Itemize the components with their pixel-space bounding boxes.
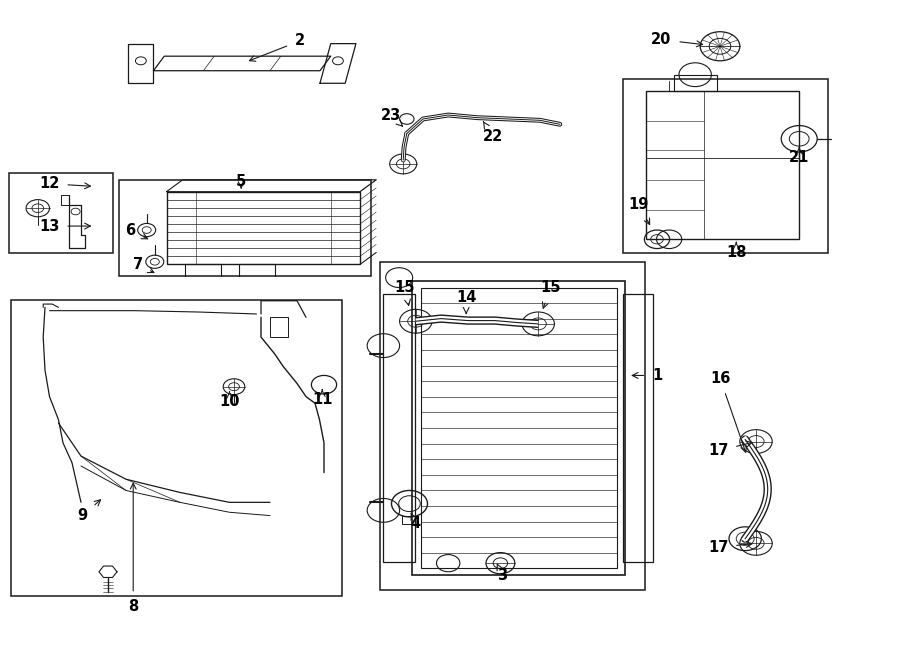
Bar — [383, 294, 415, 562]
Bar — [166, 192, 360, 264]
Text: 21: 21 — [789, 147, 809, 165]
Text: 14: 14 — [456, 290, 476, 313]
Text: 9: 9 — [77, 500, 101, 523]
Text: 13: 13 — [40, 219, 91, 233]
Bar — [623, 294, 652, 562]
Bar — [270, 317, 288, 337]
Text: 1: 1 — [632, 368, 662, 383]
Text: 10: 10 — [220, 391, 239, 409]
Text: 17: 17 — [708, 441, 752, 458]
Text: 17: 17 — [708, 540, 752, 555]
Text: 5: 5 — [236, 175, 247, 189]
Bar — [623, 79, 828, 253]
Text: 16: 16 — [710, 371, 746, 452]
Bar — [412, 281, 625, 575]
Text: 22: 22 — [483, 122, 503, 144]
Text: 12: 12 — [40, 176, 91, 191]
Text: 20: 20 — [652, 32, 703, 47]
Text: 6: 6 — [125, 223, 148, 239]
Text: 15: 15 — [541, 280, 561, 308]
Bar — [380, 262, 645, 590]
Text: 15: 15 — [395, 280, 415, 305]
Bar — [646, 91, 799, 239]
Text: 8: 8 — [128, 483, 139, 614]
Text: 18: 18 — [726, 242, 746, 260]
Text: 2: 2 — [249, 34, 305, 61]
Text: 19: 19 — [629, 198, 650, 225]
Bar — [421, 288, 616, 568]
Bar — [11, 300, 342, 596]
Text: 11: 11 — [312, 389, 332, 407]
Bar — [402, 516, 417, 524]
Bar — [674, 75, 716, 91]
Text: 7: 7 — [132, 257, 154, 272]
Text: 3: 3 — [497, 564, 508, 582]
Bar — [9, 173, 112, 253]
Text: 4: 4 — [410, 513, 421, 531]
Text: 23: 23 — [382, 108, 402, 126]
Bar — [119, 180, 371, 276]
